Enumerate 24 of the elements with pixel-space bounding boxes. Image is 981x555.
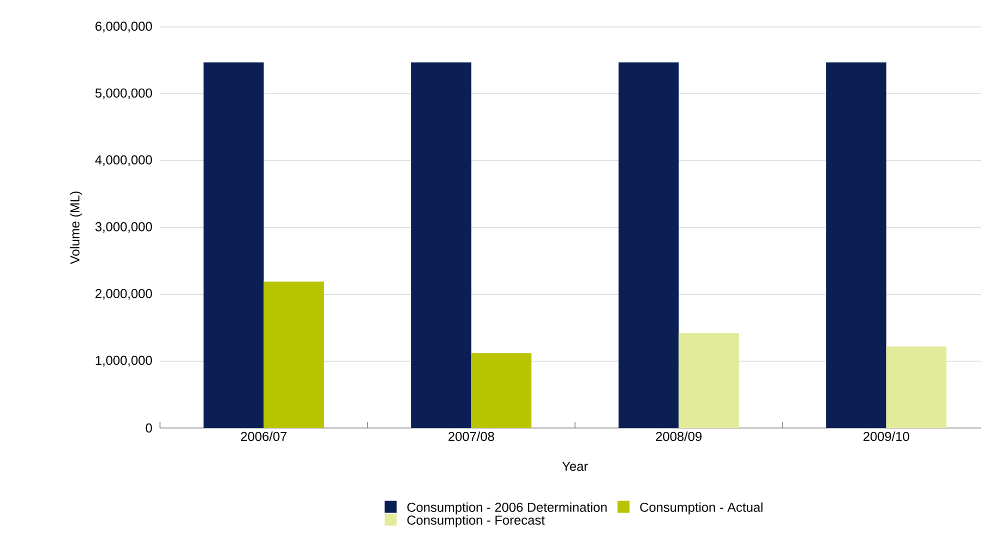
x-tick-label: 2008/09: [656, 432, 702, 442]
y-tick-label: 5,000,000: [95, 88, 152, 100]
bar: [471, 353, 532, 428]
bar: [886, 346, 946, 428]
bar: [204, 62, 264, 428]
x-tick-label: 2007/08: [448, 432, 494, 442]
bar: [678, 333, 739, 428]
bar: [264, 282, 324, 428]
x-axis-title: Year: [562, 462, 588, 471]
y-axis-title: Volume (ML): [70, 192, 82, 264]
bar: [826, 62, 886, 428]
y-tick-label: 4,000,000: [95, 155, 152, 166]
y-tick-label: 3,000,000: [95, 222, 152, 233]
bar: [411, 62, 472, 428]
legend-label: Consumption - Forecast: [407, 515, 545, 528]
y-tick-label: 1,000,000: [96, 356, 152, 367]
x-tick-label: 2006/07: [241, 432, 286, 442]
legend-label: Consumption - 2006 Determination: [407, 502, 607, 514]
bar: [618, 62, 679, 428]
x-tick-label: 2009/10: [864, 432, 910, 442]
y-tick-label: 0: [146, 423, 152, 433]
y-tick-label: 6,000,000: [96, 22, 152, 32]
y-tick-label: 2,000,000: [96, 288, 152, 300]
legend-label: Consumption - Actual: [640, 502, 762, 514]
